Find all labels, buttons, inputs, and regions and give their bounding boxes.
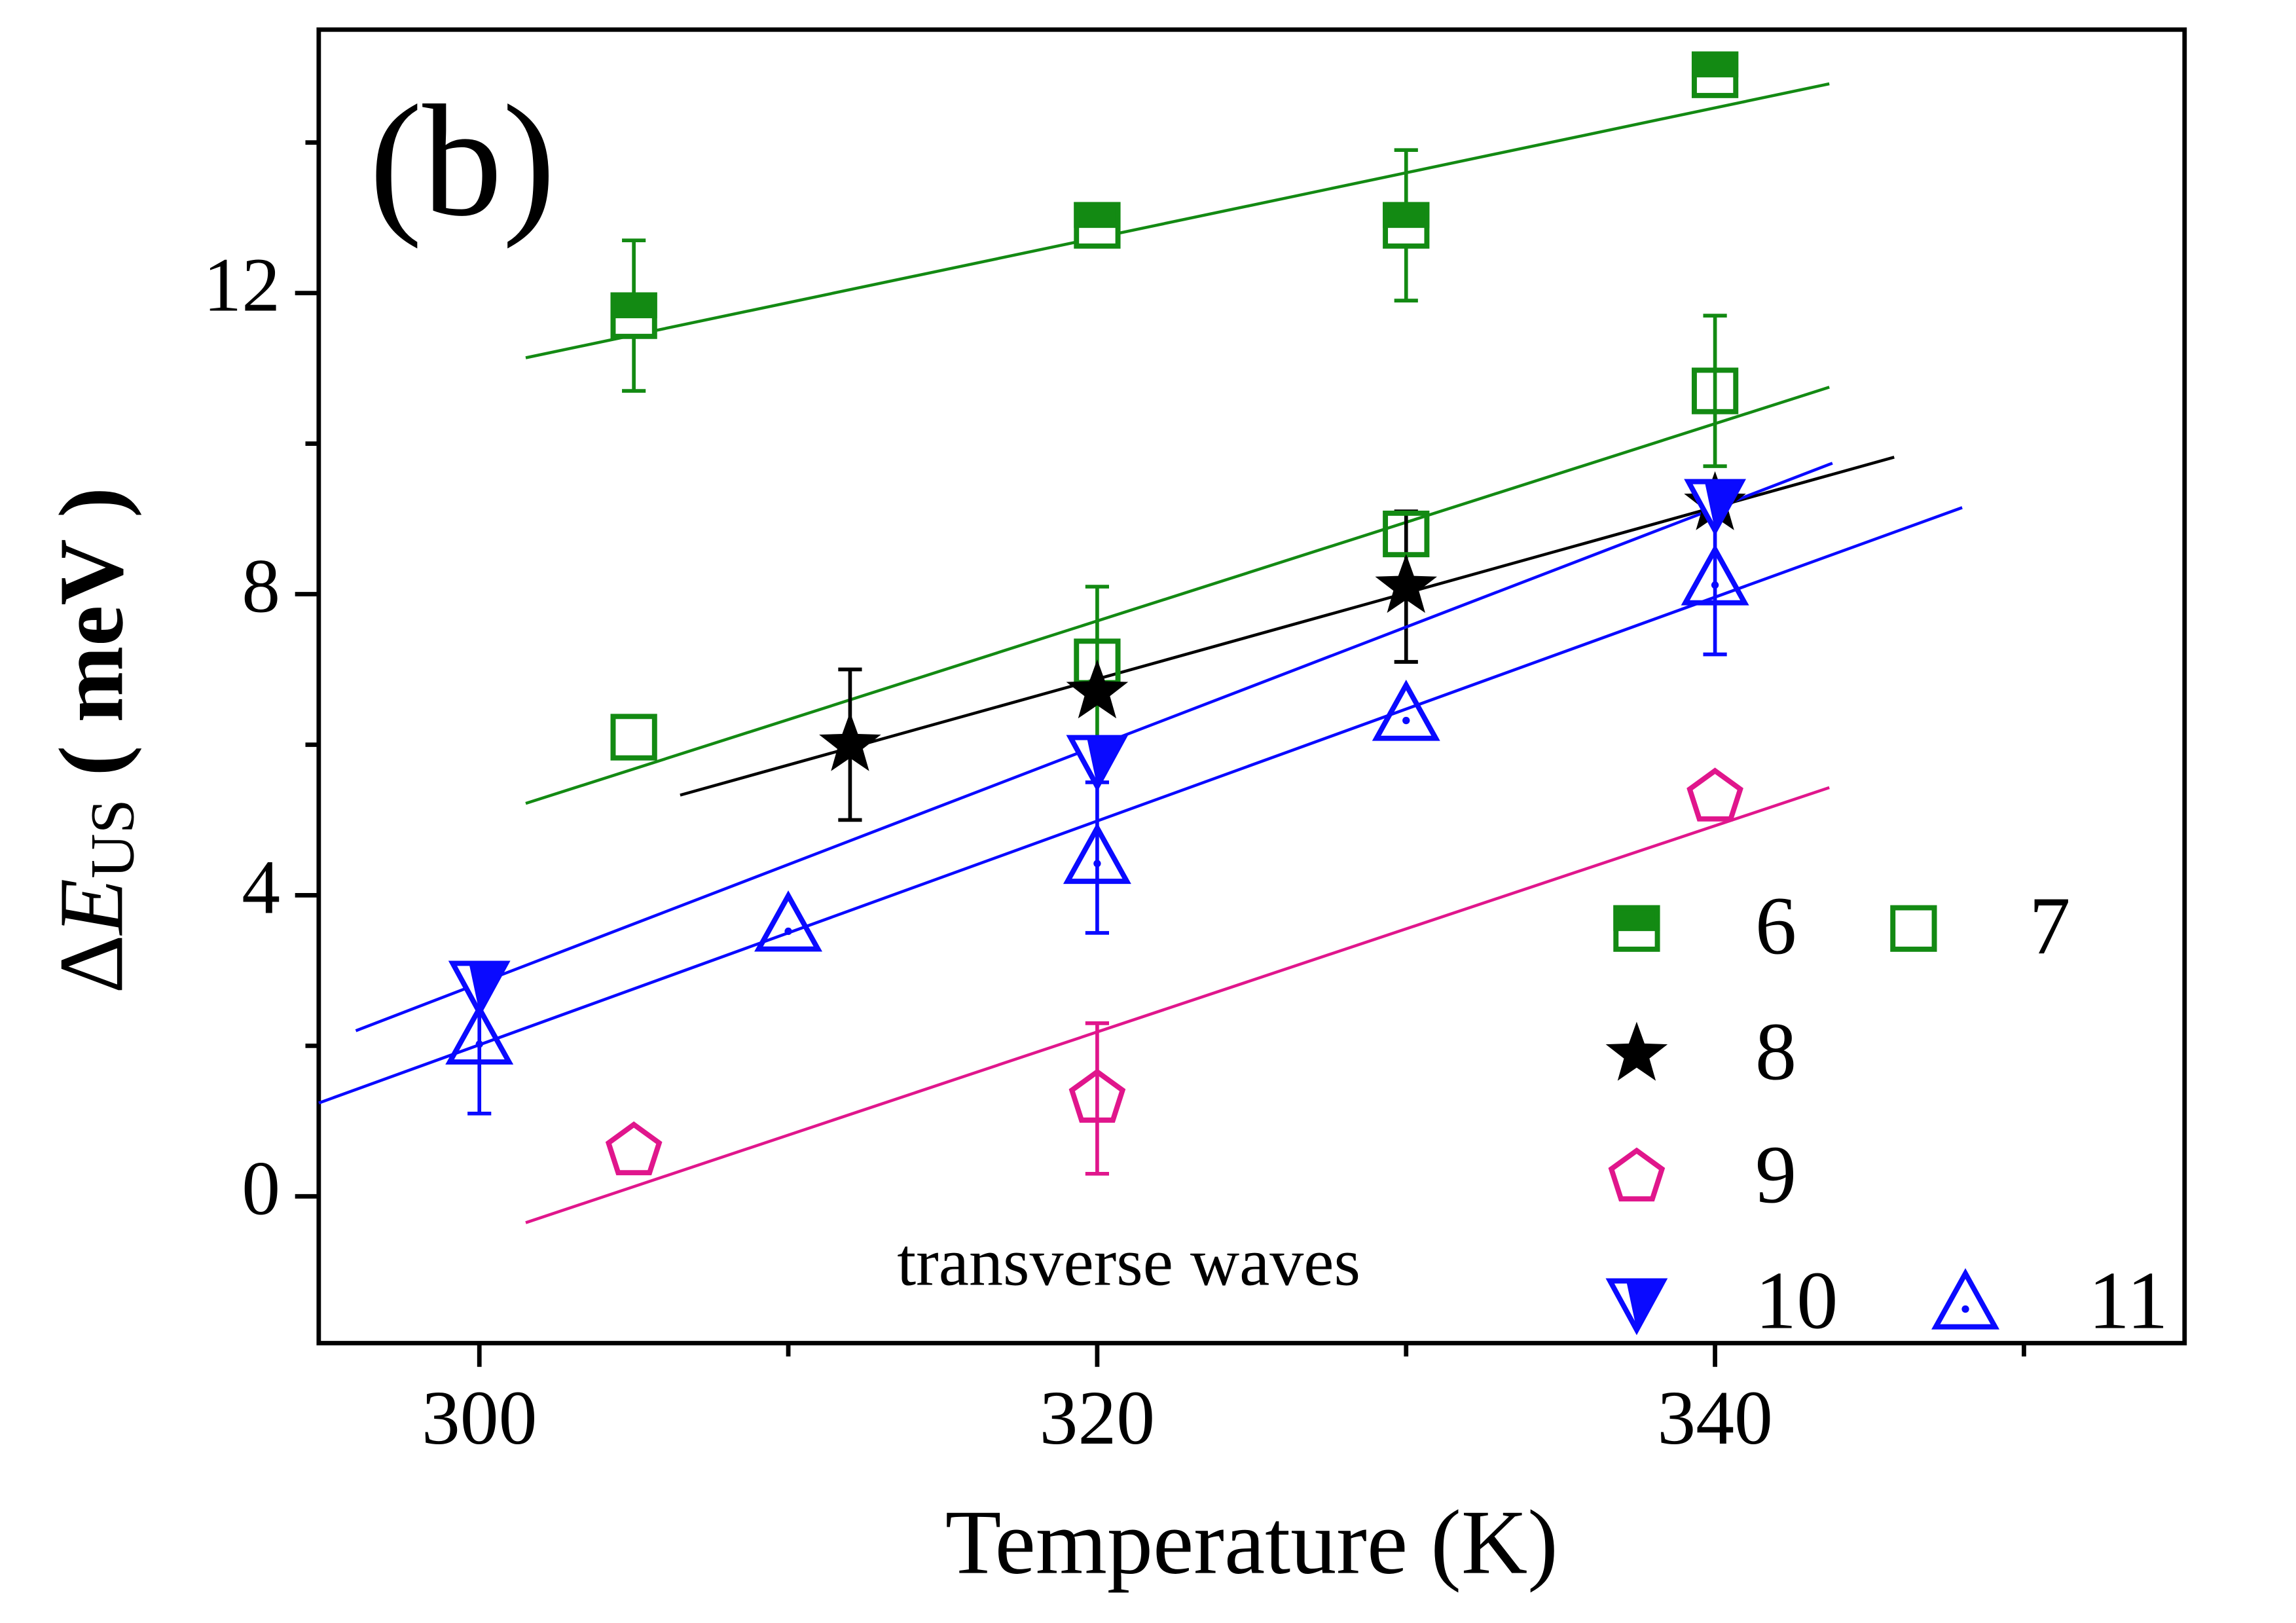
marker-part xyxy=(1372,680,1440,741)
y-tick-label: 0 xyxy=(242,1146,280,1231)
x-tick-label: 300 xyxy=(422,1376,537,1461)
fit-line xyxy=(680,456,1895,797)
data-point xyxy=(1681,544,1749,606)
fit-line xyxy=(525,786,1830,1224)
legend-label: 10 xyxy=(1755,1255,1838,1347)
marker-part xyxy=(1681,544,1749,606)
y-title-unit: ( meV ) xyxy=(41,487,143,799)
marker-part xyxy=(1686,767,1743,822)
legend-entry: 6 xyxy=(1613,880,1796,972)
data-point xyxy=(610,714,657,761)
marker-part xyxy=(1068,1068,1126,1123)
marker-part xyxy=(1093,860,1101,867)
data-point xyxy=(1066,735,1129,792)
marker-part xyxy=(1063,822,1131,884)
data-point xyxy=(1375,554,1438,613)
fit-line xyxy=(525,386,1830,805)
error-bar xyxy=(1085,1021,1110,1176)
marker-part xyxy=(1626,1281,1664,1330)
data-point xyxy=(1691,367,1739,414)
legend-entry: 7 xyxy=(1890,880,2071,972)
marker-part xyxy=(1691,51,1739,78)
data-point xyxy=(1068,1068,1126,1123)
marker-part xyxy=(469,963,506,1013)
data-point xyxy=(819,712,881,771)
marker-part xyxy=(1691,367,1739,414)
data-point xyxy=(1063,822,1131,884)
marker-part xyxy=(1402,716,1410,725)
marker-part xyxy=(1605,1021,1668,1081)
error-bar xyxy=(1703,314,1727,468)
marker-part xyxy=(475,1040,483,1048)
data-point xyxy=(605,1121,663,1176)
marker-part xyxy=(1375,554,1438,613)
legend-label: 11 xyxy=(2088,1255,2168,1347)
y-title-sub: US xyxy=(77,799,147,878)
data-point xyxy=(445,1003,514,1065)
y-title-delta: Δ xyxy=(41,935,143,994)
error-bar xyxy=(1085,780,1110,935)
marker-part xyxy=(819,712,881,771)
marker-part xyxy=(1087,737,1124,787)
x-axis-title: Temperature (K) xyxy=(945,1492,1558,1594)
marker-part xyxy=(1890,905,1937,952)
fit-line xyxy=(318,506,1963,1104)
y-axis-title: ΔEUS ( meV ) xyxy=(41,487,147,994)
fit-line xyxy=(525,82,1830,359)
legend-entry: 9 xyxy=(1608,1129,1796,1220)
panel-label: (b) xyxy=(369,71,556,249)
marker-part xyxy=(605,1121,663,1176)
marker-part xyxy=(1066,659,1129,719)
data-point xyxy=(1074,202,1121,249)
data-point xyxy=(1686,767,1743,822)
data-point xyxy=(1383,202,1430,249)
marker-part xyxy=(610,292,657,319)
x-tick-label: 340 xyxy=(1657,1376,1772,1461)
marker-part xyxy=(1961,1305,1969,1313)
data-point xyxy=(1691,51,1739,98)
legend-label: 6 xyxy=(1755,880,1796,972)
marker-part xyxy=(1608,1147,1666,1202)
data-point xyxy=(1066,659,1129,719)
marker-part xyxy=(784,927,792,936)
y-tick-label: 4 xyxy=(242,845,280,930)
marker-part xyxy=(1931,1268,2000,1330)
legend-label: 7 xyxy=(2029,880,2070,972)
x-tick-label: 320 xyxy=(1040,1376,1155,1461)
y-tick-label: 8 xyxy=(242,544,280,629)
marker-part xyxy=(610,714,657,761)
marker-part xyxy=(1704,481,1742,531)
marker-part xyxy=(1383,202,1430,228)
marker-part xyxy=(754,890,823,952)
marker-part xyxy=(1613,905,1660,932)
y-tick-label: 12 xyxy=(203,243,280,328)
annotation: transverse waves xyxy=(897,1224,1360,1300)
legend-entry: 10 xyxy=(1605,1255,1838,1347)
marker-part xyxy=(1074,202,1121,228)
data-point xyxy=(1684,479,1746,536)
data-point xyxy=(448,960,511,1018)
legend-label: 9 xyxy=(1755,1129,1796,1220)
data-point xyxy=(1372,680,1440,741)
legend-label: 8 xyxy=(1755,1006,1796,1098)
y-title-var: E xyxy=(41,879,143,936)
data-point xyxy=(610,292,657,339)
legend-entry: 8 xyxy=(1605,1006,1796,1098)
plot-frame xyxy=(316,27,2187,1345)
legend-entry: 11 xyxy=(1931,1255,2168,1347)
data-point xyxy=(754,890,823,952)
marker-part xyxy=(1711,581,1719,589)
marker-part xyxy=(445,1003,514,1065)
